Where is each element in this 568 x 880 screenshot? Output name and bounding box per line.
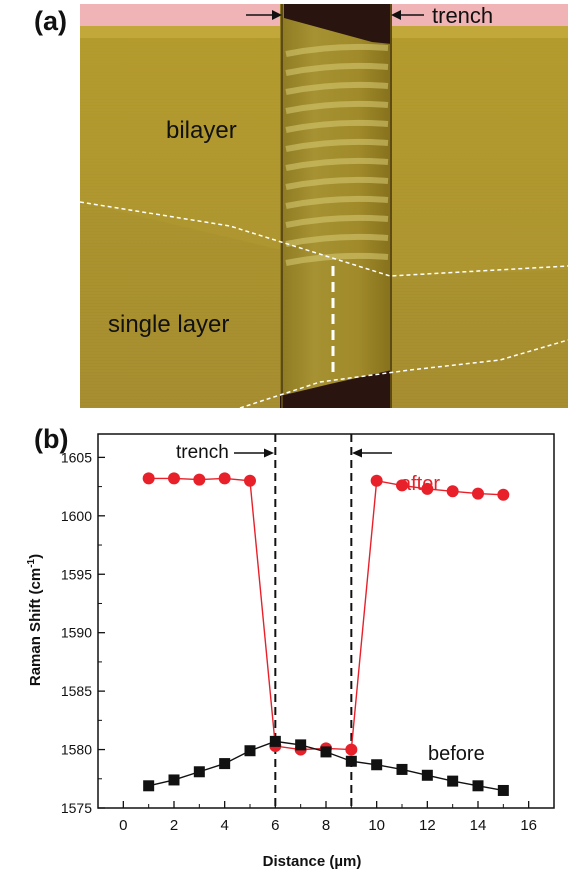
y-tick-label: 1605: [61, 449, 92, 465]
data-point-after: [244, 474, 256, 487]
data-point-after: [497, 488, 510, 501]
data-point-after: [142, 472, 155, 485]
data-point-after: [446, 485, 459, 498]
x-tick-label: 2: [170, 817, 178, 834]
data-point-before: [472, 780, 484, 792]
before-label: before: [428, 743, 485, 765]
data-point-after: [168, 472, 180, 485]
data-point-before: [219, 758, 231, 770]
data-point-before: [447, 775, 459, 787]
x-tick-label: 4: [220, 817, 228, 834]
y-tick-label: 1585: [61, 683, 92, 699]
trench-arrow-chart-right: [352, 448, 392, 458]
fringe-line: [285, 195, 389, 209]
trench-annotation-b: trench: [176, 442, 229, 463]
raman-shift-chart: 0 2 4 6 8 10 12 14 16 1575 1580 1585 1590 1595 1600 160…: [0, 420, 568, 875]
data-point-after: [218, 472, 231, 485]
trench-bottom-wedge: [280, 370, 392, 408]
y-tick-label: 1590: [61, 625, 92, 641]
data-point-after: [193, 473, 206, 486]
trench-arrow-right: [391, 10, 424, 20]
data-point-after: [472, 487, 484, 500]
data-point-before: [295, 739, 307, 751]
fringe-line: [285, 176, 389, 190]
fringe-line: [285, 43, 389, 57]
data-point-before: [345, 755, 357, 767]
micrograph-image: trench bilayer single layer: [79, 3, 568, 409]
fringe-line: [285, 62, 389, 76]
trench-fringes: [285, 43, 389, 266]
data-point-after: [396, 479, 408, 492]
x-tick-label: 14: [470, 817, 487, 834]
y-axis-label: Raman Shift (cm-1): [26, 554, 44, 686]
data-point-before: [371, 759, 383, 771]
fringe-line: [285, 252, 389, 266]
after-label: after: [400, 473, 440, 495]
data-point-before: [168, 774, 180, 786]
fringe-line: [285, 157, 389, 171]
x-tick-label: 0: [119, 817, 127, 834]
x-tick-label: 12: [419, 817, 436, 834]
fringe-line: [285, 233, 389, 247]
panel-b-label: (b): [34, 424, 69, 454]
fringe-line: [285, 81, 389, 95]
data-point-before: [320, 746, 332, 758]
fringe-line: [285, 214, 389, 228]
fringe-line: [285, 100, 389, 114]
fringe-line: [285, 119, 389, 133]
data-point-before: [143, 780, 155, 792]
lower-boundary-line: [239, 339, 568, 409]
data-point-before: [193, 766, 205, 778]
panel-a-label: (a): [34, 6, 67, 36]
data-point-before: [244, 745, 256, 757]
y-tick-label: 1575: [61, 800, 92, 816]
data-point-after: [345, 743, 358, 756]
series-line-after: [148, 477, 504, 751]
single-layer-annotation: single layer: [108, 311, 229, 338]
trench-arrow-left: [246, 10, 282, 20]
x-tick-label: 16: [520, 817, 537, 834]
y-tick-label: 1595: [61, 566, 92, 582]
data-point-after: [421, 482, 434, 495]
chart-svg: 0 2 4 6 8 10 12 14 16 1575 1580 1585 1590 1595 1600 160…: [26, 433, 555, 870]
fringe-line: [285, 138, 389, 152]
y-tick-label: 1580: [61, 742, 92, 758]
data-point-before: [421, 769, 433, 781]
bilayer-annotation: bilayer: [166, 117, 237, 144]
trench-annotation-a: trench: [432, 4, 493, 28]
micrograph-panel: trench bilayer single layer: [79, 3, 568, 409]
x-tick-label: 10: [368, 817, 385, 834]
y-tick-label: 1600: [61, 508, 92, 524]
data-point-before: [269, 735, 281, 747]
data-point-after: [370, 474, 383, 487]
data-point-before: [497, 784, 509, 796]
data-point-before: [396, 763, 408, 775]
trench-top-wedge: [284, 4, 392, 44]
bilayer-boundary-line: [79, 201, 568, 277]
x-axis-label: Distance (µm): [263, 853, 362, 870]
trench-arrow-chart-left: [234, 448, 274, 458]
x-tick-label: 6: [271, 817, 279, 834]
x-tick-label: 8: [322, 817, 330, 834]
